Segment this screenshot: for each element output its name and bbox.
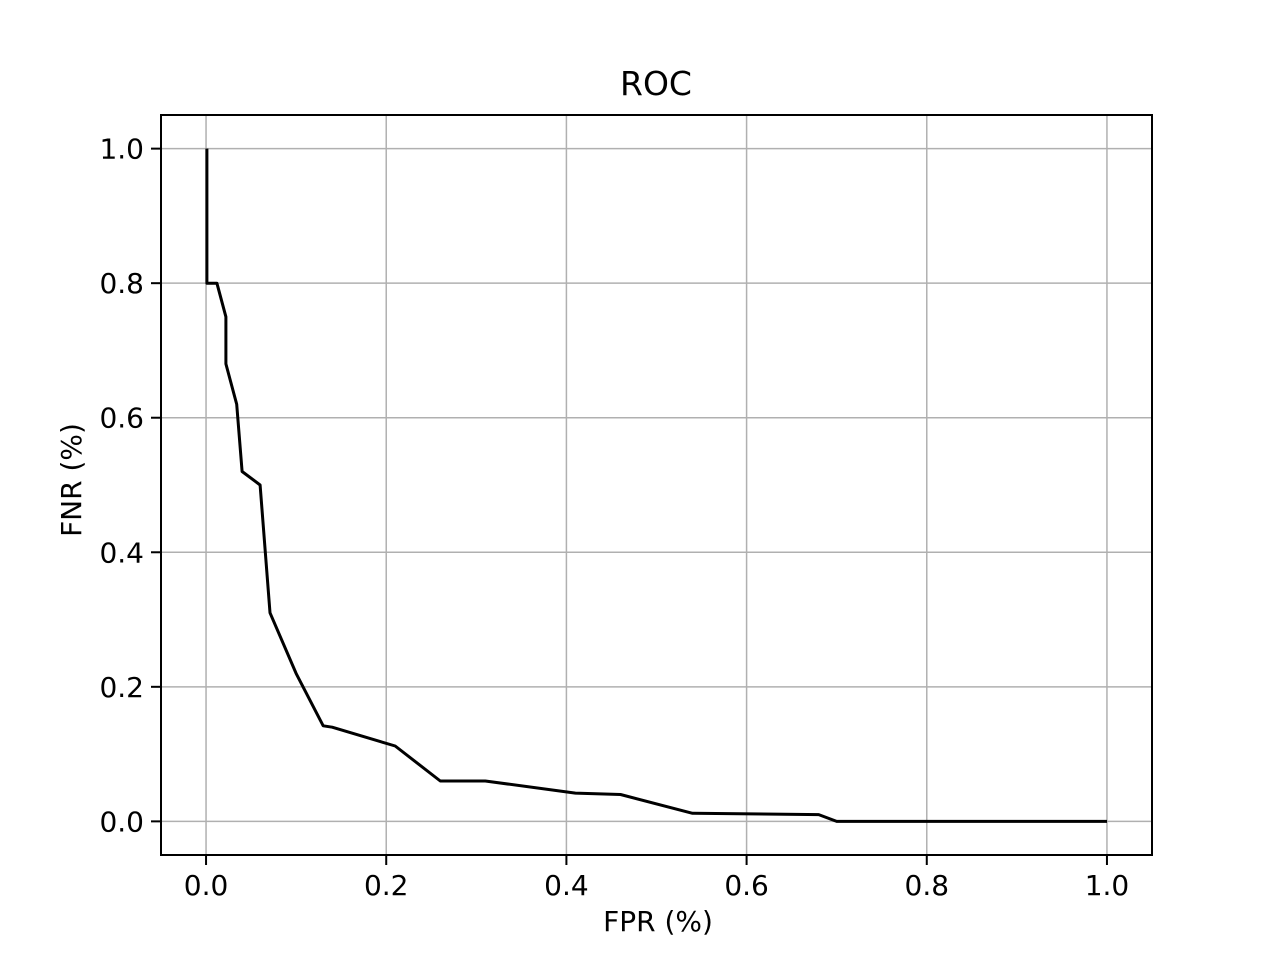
series-group xyxy=(205,148,1107,823)
y-tick-label: 0.0 xyxy=(99,805,144,838)
gridlines xyxy=(161,115,1152,855)
y-tick-label: 1.0 xyxy=(99,133,144,166)
y-tick-label: 0.2 xyxy=(99,671,144,704)
x-ticks xyxy=(205,855,1108,865)
y-tick-label: 0.4 xyxy=(99,536,144,569)
y-tick-labels: 0.0 0.2 0.4 0.6 0.8 1.0 xyxy=(99,133,144,839)
y-axis-label: FNR (%) xyxy=(55,423,88,537)
y-tick-label: 0.8 xyxy=(99,267,144,300)
x-tick-label: 0.8 xyxy=(905,869,950,902)
x-tick-label: 0.0 xyxy=(184,869,229,902)
x-tick-labels: 0.0 0.2 0.4 0.6 0.8 1.0 xyxy=(184,869,1129,902)
chart-title: ROC xyxy=(620,64,692,103)
axes-spines xyxy=(160,114,1153,856)
x-axis-label: FPR (%) xyxy=(603,905,713,938)
y-ticks xyxy=(151,147,161,823)
x-tick-label: 0.4 xyxy=(544,869,589,902)
x-tick-label: 0.6 xyxy=(724,869,769,902)
x-tick-label: 1.0 xyxy=(1085,869,1130,902)
x-tick-label: 0.2 xyxy=(364,869,409,902)
roc-curve xyxy=(205,148,1107,823)
plot-area xyxy=(161,115,1152,855)
y-tick-label: 0.6 xyxy=(99,402,144,435)
